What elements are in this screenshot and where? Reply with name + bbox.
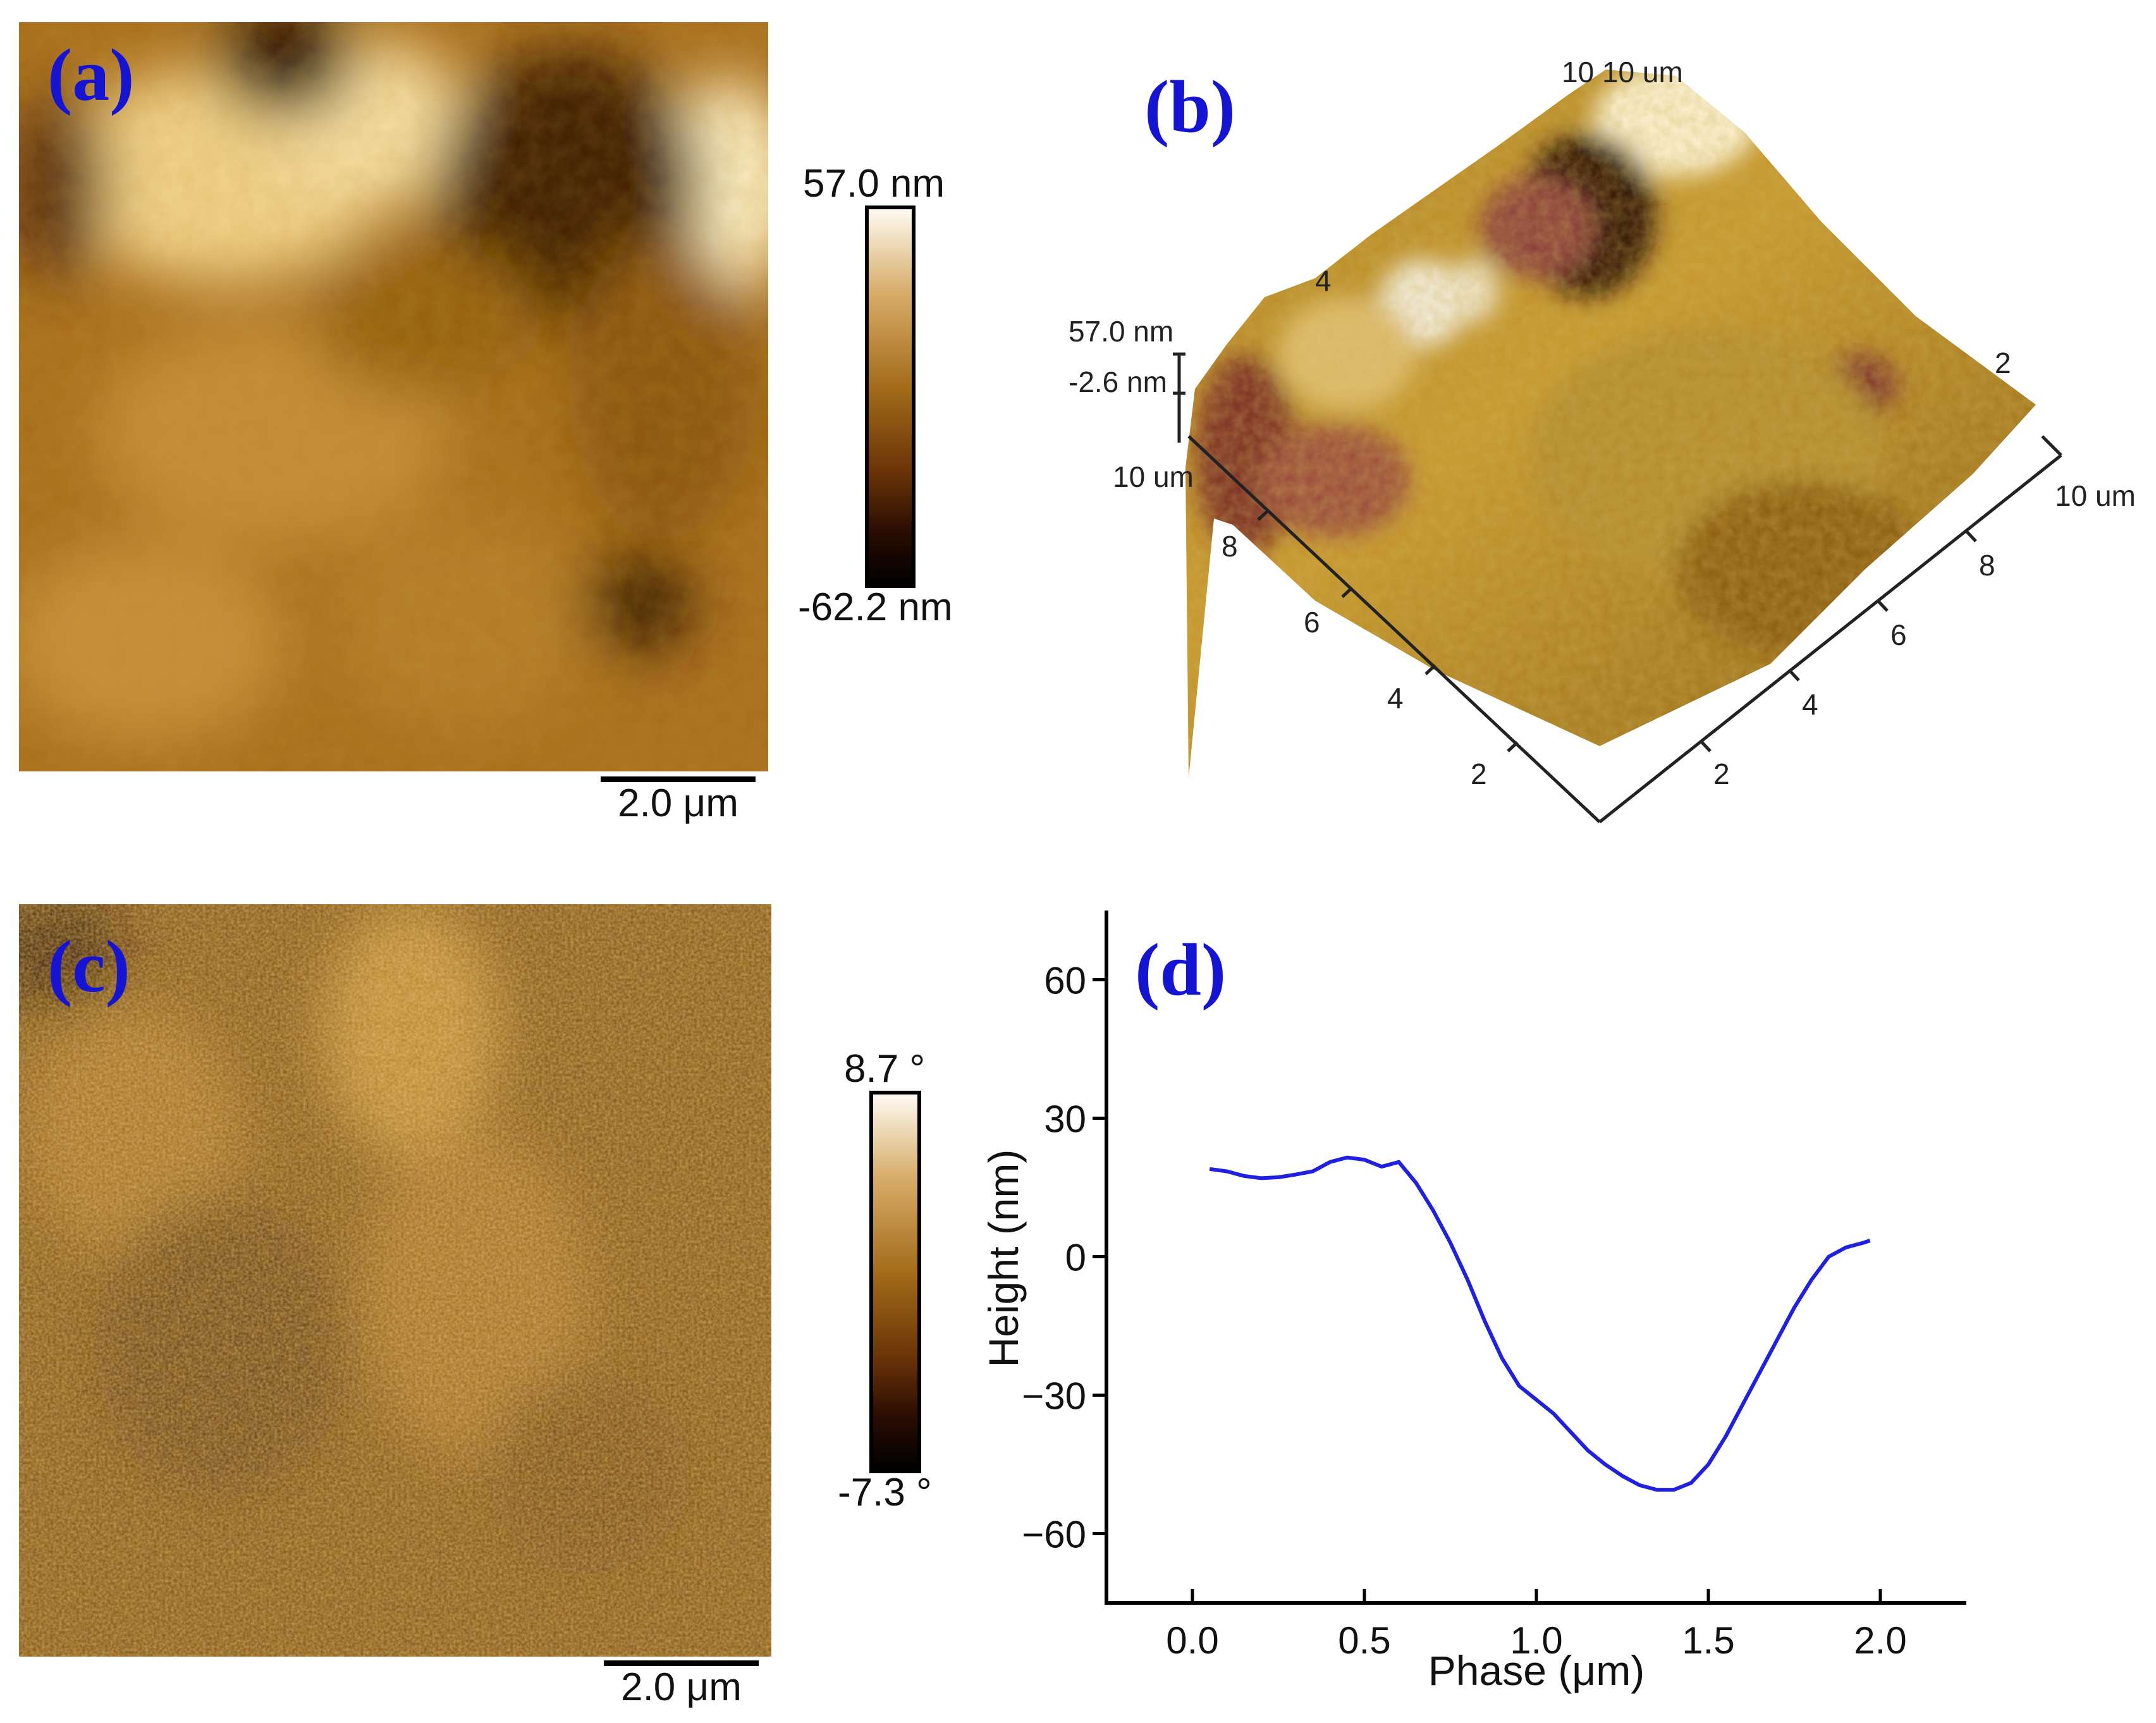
scale-bar [604, 1660, 759, 1666]
panel-d: −60 −30 0 30 60 0.0 0.5 1.0 1.5 2.0 Phase (μm) H… [974, 898, 2156, 1720]
z-max-label: 57.0 nm [1069, 315, 1173, 348]
right-axis-end-label: 10 um [2055, 479, 2136, 512]
panel-b: 57.0 nm -2.6 nm 10 um 10 um 10 10 um 8 6… [1043, 0, 2156, 841]
y-tick-label: −30 [1022, 1375, 1086, 1418]
colorbar-max-label: 57.0 nm [803, 162, 945, 205]
z-mid-label: -2.6 nm [1069, 365, 1167, 398]
colorbar [865, 205, 916, 588]
y-tick-label: 0 [1065, 1237, 1086, 1279]
right-tick: 6 [1890, 618, 1907, 651]
scale-bar-label: 2.0 μm [618, 782, 738, 825]
right-tick: 8 [1979, 549, 1995, 582]
x-tick-label: 0.0 [1166, 1619, 1218, 1662]
corner-label: 10 10 um [1562, 56, 1683, 89]
afm-phase-image [19, 904, 771, 1657]
colorbar-max-label: 8.7 ° [844, 1047, 926, 1091]
panel-label-d: (d) [1135, 928, 1227, 1011]
back-tick: 2 [1995, 346, 2011, 379]
left-axis-end-label: 10 um [1113, 460, 1194, 493]
panel-label-c: (c) [47, 925, 130, 1008]
panel-c: (c) 2.0 μm 8.7 ° -7.3 ° [0, 873, 1062, 1720]
x-tick-label: 1.5 [1682, 1619, 1734, 1662]
right-tick: 4 [1802, 688, 1818, 721]
scale-bar [601, 776, 756, 782]
right-tick: 2 [1713, 757, 1730, 790]
panel-label-a: (a) [47, 34, 135, 116]
y-axis-label: Height (nm) [980, 1150, 1027, 1368]
panel-label-b: (b) [1144, 65, 1236, 148]
colorbar [869, 1091, 921, 1473]
x-axis-label: Phase (μm) [1428, 1647, 1645, 1694]
y-tick-label: 60 [1044, 960, 1086, 1002]
left-tick: 6 [1304, 606, 1320, 639]
colorbar-min-label: -62.2 nm [798, 586, 953, 629]
height-profile-chart: −60 −30 0 30 60 0.0 0.5 1.0 1.5 2.0 Phase (μm) H… [974, 898, 2156, 1720]
x-tick-label: 1.0 [1510, 1619, 1562, 1662]
afm-height-image [19, 22, 768, 771]
height-profile-line [1209, 1155, 1871, 1492]
scale-bar-label: 2.0 μm [621, 1665, 742, 1709]
x-tick-label: 0.5 [1338, 1619, 1390, 1662]
left-tick: 8 [1222, 530, 1238, 563]
y-tick-label: 30 [1044, 1098, 1086, 1141]
left-tick: 2 [1471, 757, 1487, 790]
panel-a: (a) 2.0 μm 57.0 nm -62.2 nm [0, 0, 1062, 835]
x-tick-label: 2.0 [1854, 1619, 1906, 1662]
y-tick-label: −60 [1022, 1514, 1086, 1556]
colorbar-min-label: -7.3 ° [838, 1471, 932, 1514]
left-tick: 4 [1387, 682, 1404, 714]
back-tick: 4 [1315, 264, 1332, 297]
